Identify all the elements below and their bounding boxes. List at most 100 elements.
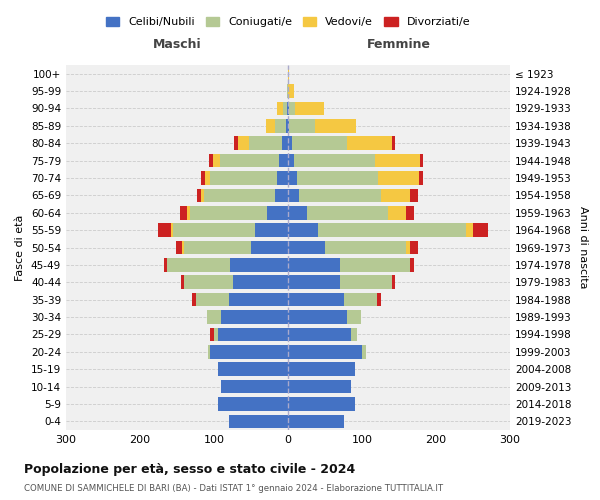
Bar bbox=[212, 154, 220, 168]
Bar bbox=[378, 171, 419, 185]
Bar bbox=[230, 258, 288, 272]
Bar bbox=[288, 102, 289, 115]
Bar bbox=[317, 224, 466, 237]
Text: Femmine: Femmine bbox=[367, 38, 431, 51]
Bar bbox=[197, 188, 200, 202]
Bar bbox=[288, 136, 292, 150]
Y-axis label: Fasce di età: Fasce di età bbox=[16, 214, 25, 280]
Bar bbox=[287, 102, 288, 115]
Text: Maschi: Maschi bbox=[152, 38, 202, 51]
Bar bbox=[325, 240, 406, 254]
Bar bbox=[176, 240, 182, 254]
Bar bbox=[214, 328, 218, 341]
Bar bbox=[288, 119, 289, 132]
Bar bbox=[288, 67, 289, 80]
Bar bbox=[229, 414, 288, 428]
Bar bbox=[288, 171, 297, 185]
Bar bbox=[171, 224, 173, 237]
Bar bbox=[343, 293, 377, 306]
Bar bbox=[249, 136, 282, 150]
Bar bbox=[288, 258, 340, 272]
Bar bbox=[184, 240, 251, 254]
Bar bbox=[238, 136, 249, 150]
Bar bbox=[209, 154, 212, 168]
Bar bbox=[376, 154, 420, 168]
Bar bbox=[210, 171, 277, 185]
Legend: Celibi/Nubili, Coniugati/e, Vedovi/e, Divorziati/e: Celibi/Nubili, Coniugati/e, Vedovi/e, Di… bbox=[101, 12, 475, 32]
Bar bbox=[288, 345, 362, 358]
Bar bbox=[288, 206, 307, 220]
Bar bbox=[205, 171, 210, 185]
Bar bbox=[288, 188, 299, 202]
Bar bbox=[187, 206, 190, 220]
Bar bbox=[410, 188, 418, 202]
Bar bbox=[167, 258, 230, 272]
Bar bbox=[220, 154, 279, 168]
Bar bbox=[288, 276, 340, 289]
Text: Popolazione per età, sesso e stato civile - 2024: Popolazione per età, sesso e stato civil… bbox=[24, 462, 355, 475]
Bar bbox=[340, 276, 392, 289]
Bar bbox=[196, 293, 229, 306]
Bar bbox=[182, 240, 184, 254]
Bar bbox=[233, 276, 288, 289]
Bar bbox=[275, 188, 288, 202]
Bar bbox=[211, 328, 214, 341]
Bar bbox=[190, 206, 267, 220]
Bar bbox=[420, 154, 424, 168]
Bar bbox=[288, 154, 294, 168]
Bar bbox=[288, 293, 343, 306]
Bar bbox=[351, 328, 357, 341]
Bar bbox=[279, 154, 288, 168]
Bar bbox=[288, 84, 294, 98]
Bar bbox=[266, 119, 275, 132]
Bar bbox=[221, 380, 288, 394]
Bar bbox=[277, 102, 283, 115]
Bar bbox=[406, 240, 410, 254]
Bar bbox=[288, 224, 317, 237]
Bar bbox=[288, 362, 355, 376]
Bar bbox=[294, 154, 376, 168]
Bar bbox=[362, 345, 366, 358]
Bar bbox=[406, 206, 414, 220]
Bar bbox=[210, 345, 288, 358]
Bar bbox=[473, 224, 488, 237]
Bar bbox=[181, 276, 184, 289]
Bar bbox=[206, 310, 221, 324]
Bar bbox=[347, 310, 361, 324]
Bar bbox=[297, 171, 378, 185]
Bar bbox=[282, 136, 288, 150]
Bar bbox=[221, 310, 288, 324]
Bar bbox=[377, 293, 380, 306]
Bar bbox=[192, 293, 196, 306]
Bar bbox=[218, 328, 288, 341]
Bar bbox=[184, 276, 233, 289]
Bar bbox=[254, 224, 288, 237]
Bar bbox=[202, 171, 205, 185]
Y-axis label: Anni di nascita: Anni di nascita bbox=[578, 206, 588, 289]
Bar bbox=[267, 206, 288, 220]
Bar bbox=[410, 258, 414, 272]
Bar bbox=[200, 188, 205, 202]
Bar bbox=[218, 397, 288, 410]
Bar bbox=[388, 206, 406, 220]
Bar bbox=[299, 188, 380, 202]
Bar bbox=[288, 240, 325, 254]
Bar bbox=[164, 258, 167, 272]
Bar bbox=[288, 380, 351, 394]
Bar bbox=[286, 119, 288, 132]
Bar bbox=[380, 188, 410, 202]
Bar bbox=[218, 362, 288, 376]
Bar bbox=[275, 119, 286, 132]
Bar bbox=[347, 136, 392, 150]
Bar bbox=[289, 102, 295, 115]
Bar bbox=[205, 188, 275, 202]
Bar bbox=[307, 206, 388, 220]
Bar bbox=[292, 136, 347, 150]
Bar bbox=[288, 397, 355, 410]
Bar bbox=[392, 276, 395, 289]
Bar bbox=[173, 224, 254, 237]
Bar bbox=[251, 240, 288, 254]
Bar bbox=[208, 345, 210, 358]
Bar bbox=[340, 258, 410, 272]
Bar bbox=[277, 171, 288, 185]
